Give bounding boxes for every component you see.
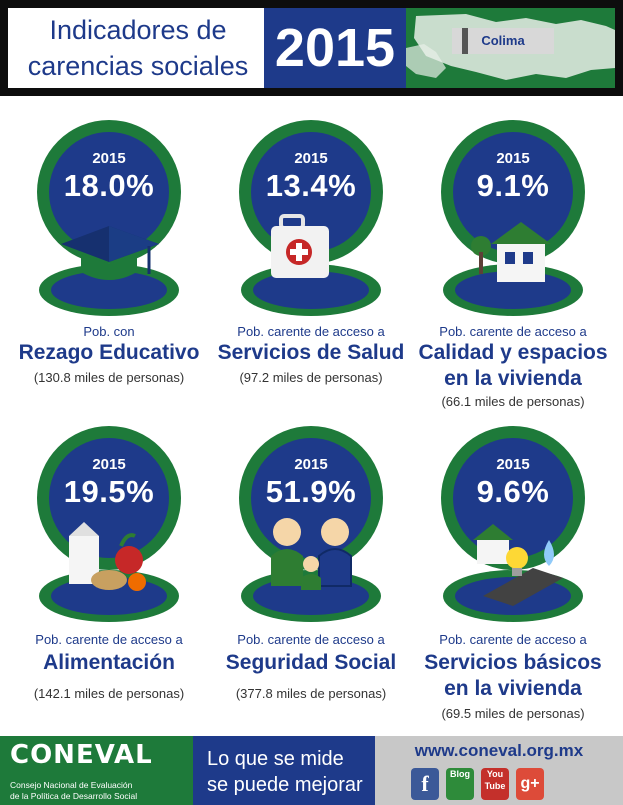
org-name-line-1: Consejo Nacional de Evaluación <box>10 780 133 790</box>
indicator-percent: 13.4% <box>265 168 357 203</box>
indicator-name-line-2: en la vivienda <box>444 367 582 390</box>
indicator-count: (69.5 miles de personas) <box>441 706 585 721</box>
facebook-icon[interactable]: f <box>411 768 439 800</box>
indicator-badge <box>37 120 181 316</box>
indicator-year: 2015 <box>92 150 126 167</box>
indicator-count: (377.8 miles de personas) <box>235 686 387 701</box>
indicator-name-line-1: Rezago Educativo <box>18 341 200 364</box>
indicator-name: Servicios básicos en la vivienda <box>412 650 614 702</box>
indicator-name: Seguridad Social <box>210 650 412 676</box>
indicator-name-line-2: en la vivienda <box>444 677 582 700</box>
indicator-name-line-1: Servicios básicos <box>424 651 602 674</box>
utilities-icon <box>473 524 563 606</box>
website-link[interactable]: www.coneval.org.mx <box>414 741 584 760</box>
youtube-icon[interactable]: You Tube <box>481 768 509 800</box>
header: Indicadores de carencias sociales 2015 C… <box>0 0 623 96</box>
indicator-card: 2015 18.0% Pob. con Rezago Educativo (13… <box>8 102 210 408</box>
indicator-card: 2015 9.6% Pob. carente de acceso a Servi… <box>412 418 614 724</box>
indicator-prefix: Pob. carente de acceso a <box>237 324 385 339</box>
state-label-marker <box>462 28 468 54</box>
google-plus-icon[interactable]: g+ <box>516 768 544 800</box>
indicator-badge <box>239 120 383 316</box>
indicator-count: (97.2 miles de personas) <box>239 370 383 385</box>
indicator-prefix: Pob. carente de acceso a <box>35 632 183 647</box>
header-year: 2015 <box>274 18 396 78</box>
indicator-count: (66.1 miles de personas) <box>441 394 585 409</box>
indicator-name-line-1: Calidad y espacios <box>418 341 608 364</box>
graduation-cap-icon <box>61 226 159 280</box>
family-icon <box>271 518 352 590</box>
indicator-name: Alimentación <box>8 650 210 676</box>
indicator-name-line-1: Seguridad Social <box>225 651 397 674</box>
org-name-line-2: de la Política de Desarrollo Social <box>10 791 138 801</box>
indicator-prefix: Pob. con <box>83 324 135 339</box>
footer: CONEVAL Consejo Nacional de Evaluación d… <box>0 736 623 805</box>
indicator-name: Rezago Educativo <box>8 340 210 366</box>
first-aid-kit-icon <box>271 214 329 278</box>
indicator-year: 2015 <box>92 456 126 473</box>
indicator-name: Servicios de Salud <box>210 340 412 366</box>
year-box: 2015 <box>264 8 406 88</box>
slogan: Lo que se mide se puede mejorar <box>207 746 363 798</box>
indicator-percent: 19.5% <box>63 474 155 509</box>
indicator-card: 2015 13.4% Pob. carente de acceso a Serv… <box>210 102 412 408</box>
slogan-line-1: Lo que se mide <box>207 748 344 770</box>
slogan-line-2: se puede mejorar <box>207 774 363 796</box>
slogan-box: Lo que se mide se puede mejorar <box>193 736 375 805</box>
indicator-name: Calidad y espacios en la vivienda <box>412 340 614 392</box>
indicator-year: 2015 <box>294 456 328 473</box>
contact-box: www.coneval.org.mx f Blog You Tube g+ <box>375 736 623 805</box>
house-icon <box>471 222 551 282</box>
indicators-grid: 2015 18.0% Pob. con Rezago Educativo (13… <box>8 102 615 730</box>
indicator-name-line-1: Alimentación <box>43 651 175 674</box>
indicator-percent: 9.6% <box>476 474 550 509</box>
indicator-count: (130.8 miles de personas) <box>33 370 185 385</box>
indicator-badge <box>37 426 181 622</box>
indicator-name-line-1: Servicios de Salud <box>217 341 405 364</box>
indicator-percent: 18.0% <box>63 168 155 203</box>
indicator-year: 2015 <box>496 150 530 167</box>
indicator-prefix: Pob. carente de acceso a <box>237 632 385 647</box>
coneval-brand: CONEVAL Consejo Nacional de Evaluación d… <box>0 736 193 805</box>
page-title: Indicadores de carencias sociales <box>12 12 264 84</box>
indicator-year: 2015 <box>496 456 530 473</box>
blog-icon[interactable]: Blog <box>446 768 474 800</box>
indicator-prefix: Pob. carente de acceso a <box>439 632 587 647</box>
food-icon <box>69 522 146 591</box>
indicator-year: 2015 <box>294 150 328 167</box>
title-line-1: Indicadores de <box>49 15 227 45</box>
indicator-percent: 9.1% <box>476 168 550 203</box>
indicator-badge <box>441 426 585 622</box>
indicator-card: 2015 51.9% Pob. carente de acceso a Segu… <box>210 418 412 724</box>
indicator-card: 2015 19.5% Pob. carente de acceso a Alim… <box>8 418 210 724</box>
indicator-card: 2015 9.1% Pob. carente de acceso a Calid… <box>412 102 614 409</box>
title-line-2: carencias sociales <box>27 51 249 81</box>
indicator-badge <box>239 426 383 622</box>
indicator-percent: 51.9% <box>265 474 357 509</box>
state-label: Colima <box>452 28 554 54</box>
indicator-count: (142.1 miles de personas) <box>33 686 185 701</box>
indicator-prefix: Pob. carente de acceso a <box>439 324 587 339</box>
coneval-logo: CONEVAL <box>10 740 153 770</box>
indicator-badge <box>441 120 585 316</box>
title-box: Indicadores de carencias sociales <box>8 8 264 88</box>
